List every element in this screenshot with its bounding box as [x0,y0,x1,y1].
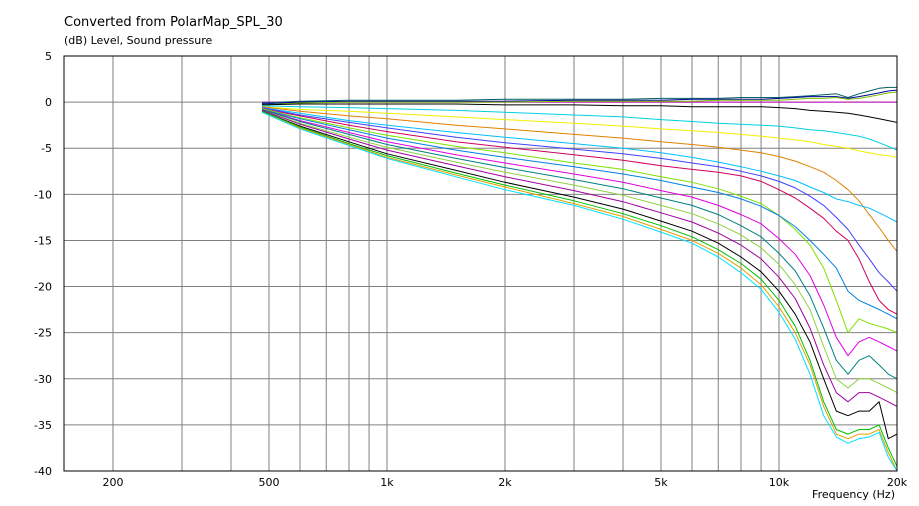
x-tick-label: 500 [258,476,279,489]
y-tick-labels: 5 0 -5 -10 -15 -20 -25 -30 -35 -40 [34,50,52,478]
series-line-3 [261,91,897,106]
series-line-17 [261,110,897,440]
series-line-19 [261,111,897,471]
series-lines [261,86,897,471]
y-tick-label: -20 [34,281,52,294]
y-tick-label: -40 [34,465,52,478]
x-tick-label: 10k [769,476,790,489]
series-line-5 [261,105,897,151]
y-tick-label: -35 [34,419,52,432]
series-line-9 [261,108,897,315]
series-line-12 [261,109,897,320]
plot-frame [63,55,898,472]
y-tick-label: -25 [34,327,52,340]
series-line-7 [261,106,897,252]
y-tick-label: -15 [34,234,52,247]
y-axis-label: (dB) Level, Sound pressure [64,34,213,47]
chart-title: Converted from PolarMap_SPL_30 [64,15,283,30]
series-line-11 [261,108,897,334]
y-tick-label: -5 [41,142,52,155]
x-tick-label: 1k [380,476,394,489]
series-line-13 [261,109,897,357]
series-line-14 [261,109,897,380]
x-tick-label: 20k [887,476,908,489]
series-line-2 [261,89,897,105]
x-axis-label: Frequency (Hz) [812,488,895,501]
series-line-16 [261,109,897,407]
y-tick-label: 5 [45,50,52,63]
series-line-1 [261,86,897,104]
series-line-6 [261,106,897,158]
x-tick-label: 2k [498,476,512,489]
series-line-20 [261,111,897,471]
x-tick-label: 200 [102,476,123,489]
series-line-15 [261,109,897,394]
y-tick-label: -10 [34,188,52,201]
y-tick-label: -30 [34,373,52,386]
series-line-8 [261,107,897,223]
series-line-10 [261,107,897,292]
series-line-18 [261,110,897,467]
y-tick-label: 0 [45,96,52,109]
series-line-4 [261,103,897,123]
x-tick-label: 5k [654,476,668,489]
x-tick-labels: 200 500 1k 2k 5k 10k 20k [102,476,907,489]
